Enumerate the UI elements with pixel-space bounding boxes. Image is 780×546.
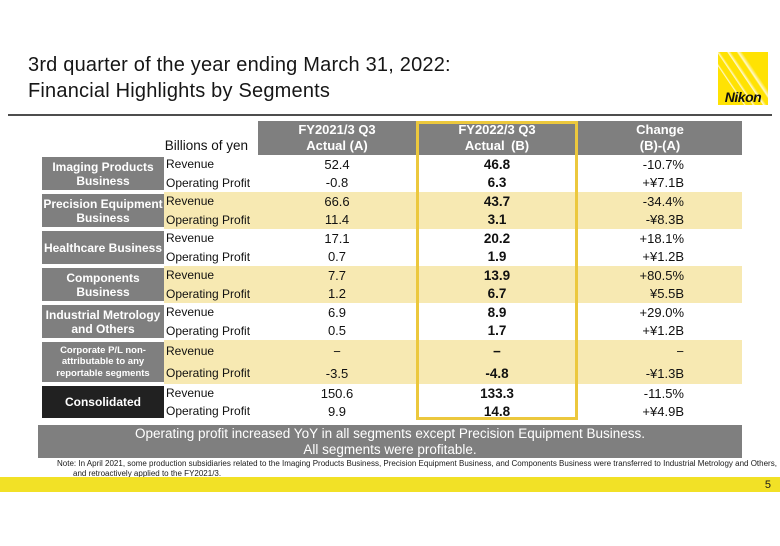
value-op-b: 14.8 bbox=[483, 403, 511, 419]
value-op-change: +¥4.9B bbox=[642, 403, 684, 419]
row-label-operating-profit: Operating Profit bbox=[166, 249, 251, 264]
value-op-b: 6.3 bbox=[487, 175, 507, 191]
segment-name: Healthcare Business bbox=[42, 231, 164, 264]
footnote-line1: Note: In April 2021, some production sub… bbox=[57, 459, 777, 468]
value-revenue-change: +29.0% bbox=[639, 304, 684, 320]
row-label-revenue: Revenue bbox=[166, 268, 215, 283]
column-header-actual-b: FY2022/3 Q3 Actual (B) bbox=[416, 121, 578, 155]
segment-row-healthcare: Healthcare Business Revenue Operating Pr… bbox=[38, 229, 742, 266]
row-label-revenue: Revenue bbox=[166, 157, 215, 172]
table-header-row: Billions of yen FY2021/3 Q3 Actual (A) F… bbox=[38, 121, 742, 155]
value-op-a: 9.9 bbox=[327, 403, 347, 419]
row-label-operating-profit: Operating Profit bbox=[166, 286, 251, 301]
value-revenue-b: 8.9 bbox=[487, 304, 507, 320]
value-revenue-change: -10.7% bbox=[642, 156, 684, 172]
unit-label: Billions of yen bbox=[38, 121, 258, 155]
segment-name: Precision Equipment Business bbox=[42, 194, 164, 227]
row-label-operating-profit: Operating Profit bbox=[166, 323, 251, 338]
row-label-operating-profit: Operating Profit bbox=[166, 366, 251, 380]
segment-name: Corporate P/L non- attributable to any r… bbox=[42, 342, 164, 382]
page-number: 5 bbox=[764, 478, 771, 491]
value-revenue-change: -11.5% bbox=[643, 385, 684, 401]
value-op-a: 0.7 bbox=[327, 249, 347, 265]
value-revenue-a: 150.6 bbox=[320, 385, 354, 401]
value-op-a: 0.5 bbox=[327, 323, 347, 339]
value-op-b: 3.1 bbox=[487, 212, 507, 228]
value-op-b: -4.8 bbox=[485, 365, 509, 381]
value-revenue-change: -34.4% bbox=[642, 193, 684, 209]
segment-row-precision-equipment: Precision Equipment Business Revenue Ope… bbox=[38, 192, 742, 229]
value-op-change: -¥1.3B bbox=[645, 365, 684, 381]
value-revenue-a: 66.6 bbox=[324, 193, 350, 209]
value-revenue-change: − bbox=[676, 343, 684, 359]
value-revenue-b: − bbox=[493, 343, 501, 359]
value-op-a: -3.5 bbox=[325, 365, 349, 381]
value-revenue-a: 52.4 bbox=[324, 156, 350, 172]
title-divider bbox=[8, 114, 772, 116]
value-revenue-change: +18.1% bbox=[639, 230, 684, 246]
value-revenue-a: − bbox=[333, 343, 341, 359]
row-label-revenue: Revenue bbox=[166, 386, 215, 400]
value-revenue-b: 43.7 bbox=[483, 193, 511, 209]
segment-row-components: Components Business Revenue Operating Pr… bbox=[38, 266, 742, 303]
value-revenue-a: 6.9 bbox=[327, 304, 347, 320]
segment-name: Components Business bbox=[42, 268, 164, 301]
segment-name: Imaging Products Business bbox=[42, 157, 164, 190]
value-op-change: ¥5.5B bbox=[650, 286, 684, 302]
nikon-logo-icon: Nikon bbox=[718, 52, 768, 105]
slide-title: 3rd quarter of the year ending March 31,… bbox=[28, 54, 451, 102]
column-header-actual-a: FY2021/3 Q3 Actual (A) bbox=[258, 121, 416, 155]
value-op-b: 6.7 bbox=[487, 286, 507, 302]
value-op-a: -0.8 bbox=[325, 175, 349, 191]
row-label-operating-profit: Operating Profit bbox=[166, 175, 251, 190]
row-label-revenue: Revenue bbox=[166, 231, 215, 246]
segment-row-consolidated: Consolidated Revenue Operating Profit 15… bbox=[38, 384, 742, 420]
nikon-logo-text: Nikon bbox=[724, 89, 762, 105]
value-revenue-b: 20.2 bbox=[483, 230, 511, 246]
value-op-change: +¥7.1B bbox=[642, 175, 684, 191]
column-header-change: Change (B)-(A) bbox=[578, 121, 742, 155]
row-label-revenue: Revenue bbox=[166, 305, 215, 320]
value-revenue-b: 46.8 bbox=[483, 156, 511, 172]
value-revenue-b: 13.9 bbox=[483, 267, 511, 283]
value-revenue-a: 7.7 bbox=[327, 267, 347, 283]
footer-bar: 5 bbox=[0, 477, 780, 492]
value-op-a: 11.4 bbox=[324, 212, 350, 228]
footnote-line2: and retroactively applied to the FY2021/… bbox=[73, 468, 222, 478]
row-label-revenue: Revenue bbox=[166, 194, 215, 209]
segment-row-corporate-pl: Corporate P/L non- attributable to any r… bbox=[38, 340, 742, 384]
value-op-change: +¥1.2B bbox=[642, 249, 684, 265]
value-op-change: -¥8.3B bbox=[645, 212, 684, 228]
segment-name: Industrial Metrology and Others bbox=[42, 305, 164, 338]
value-revenue-a: 17.1 bbox=[324, 230, 350, 246]
value-op-a: 1.2 bbox=[327, 286, 347, 302]
segment-row-industrial-metrology: Industrial Metrology and Others Revenue … bbox=[38, 303, 742, 340]
value-op-b: 1.9 bbox=[487, 249, 507, 265]
row-label-operating-profit: Operating Profit bbox=[166, 404, 251, 418]
row-label-operating-profit: Operating Profit bbox=[166, 212, 251, 227]
row-label-revenue: Revenue bbox=[166, 344, 215, 358]
segments-table: Billions of yen FY2021/3 Q3 Actual (A) F… bbox=[38, 121, 742, 420]
summary-banner: Operating profit increased YoY in all se… bbox=[38, 425, 742, 458]
segment-row-imaging-products: Imaging Products Business Revenue Operat… bbox=[38, 155, 742, 192]
value-revenue-b: 133.3 bbox=[480, 385, 514, 401]
value-op-b: 1.7 bbox=[487, 323, 507, 339]
segment-name: Consolidated bbox=[42, 386, 164, 418]
value-op-change: +¥1.2B bbox=[642, 323, 684, 339]
footnote: Note: In April 2021, some production sub… bbox=[0, 459, 780, 478]
value-revenue-change: +80.5% bbox=[639, 267, 684, 283]
